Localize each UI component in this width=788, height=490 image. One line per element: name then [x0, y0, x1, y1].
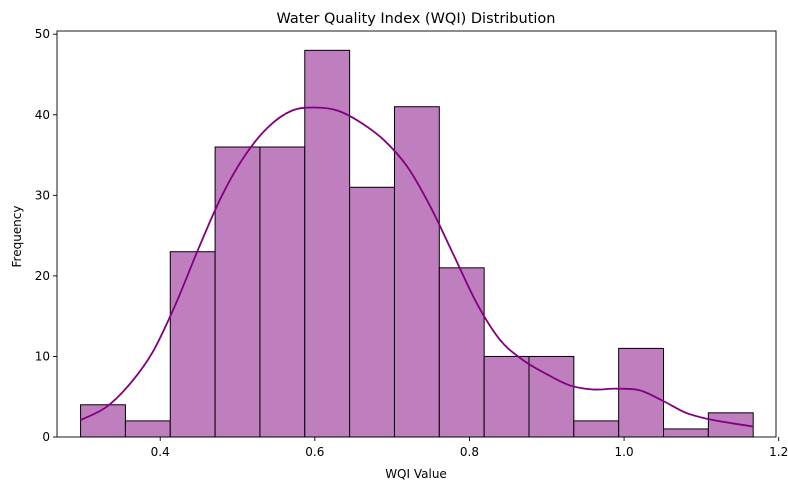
- x-tick-label: 0.8: [460, 445, 479, 459]
- histogram-bar-5: [259, 146, 306, 438]
- histogram-bar-8: [393, 106, 440, 438]
- x-axis-ticks: 0.4 0.6 0.8 1.0 1.2: [151, 437, 788, 459]
- x-tick-label: 1.0: [615, 445, 634, 459]
- histogram-bar-13: [618, 347, 665, 438]
- histogram-bar-4: [214, 146, 261, 438]
- histogram-bar-2: [124, 420, 171, 438]
- y-axis-ticks: 0 10 20 30 40 50: [35, 27, 57, 444]
- histogram-bar-6: [304, 49, 351, 438]
- x-axis-label: WQI Value: [385, 467, 447, 481]
- histogram-bar-9: [438, 267, 485, 438]
- histogram-bar-11: [528, 355, 575, 438]
- histogram-bar-14: [663, 428, 709, 438]
- y-tick-label: 20: [35, 269, 50, 283]
- histogram-bar-12: [573, 420, 620, 438]
- y-tick-label: 0: [42, 430, 50, 444]
- y-tick-label: 50: [35, 27, 50, 41]
- y-tick-label: 30: [35, 188, 50, 202]
- x-tick-label: 0.4: [151, 445, 170, 459]
- kde-curve: [80, 106, 754, 428]
- plot-frame: [56, 30, 777, 438]
- histogram-bar-7: [349, 186, 395, 438]
- histogram-bar-3: [169, 251, 216, 438]
- chart-title: Water Quality Index (WQI) Distribution: [277, 11, 556, 27]
- y-tick-label: 40: [35, 108, 50, 122]
- x-tick-label: 0.6: [305, 445, 324, 459]
- x-tick-label: 1.2: [769, 445, 788, 459]
- y-tick-label: 10: [35, 349, 50, 363]
- histogram-bar-10: [483, 355, 530, 438]
- y-axis-label: Frequency: [10, 206, 24, 268]
- histogram-bars: [80, 49, 754, 438]
